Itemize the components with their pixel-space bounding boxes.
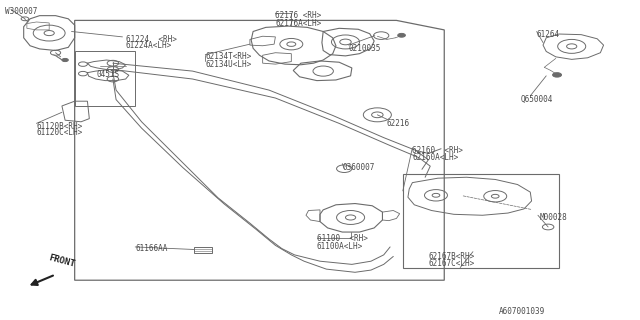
Text: 62160  <RH>: 62160 <RH> [412, 146, 463, 155]
Text: 61166AA: 61166AA [135, 244, 168, 253]
Text: 61224  <RH>: 61224 <RH> [125, 35, 177, 44]
Text: 61120B<RH>: 61120B<RH> [36, 122, 83, 131]
Bar [75, 51, 135, 106]
Text: 62160A<LH>: 62160A<LH> [412, 153, 459, 162]
Circle shape [62, 59, 68, 61]
Text: W300007: W300007 [4, 7, 37, 16]
Bar [194, 247, 212, 253]
Text: 62167C<LH>: 62167C<LH> [428, 259, 475, 268]
Text: 0360007: 0360007 [342, 163, 374, 172]
Text: 0451S: 0451S [97, 69, 120, 78]
Bar [403, 174, 559, 268]
Text: A607001039: A607001039 [499, 307, 545, 316]
Text: 62216: 62216 [387, 119, 410, 128]
Circle shape [552, 73, 561, 77]
Text: 62176 <RH>: 62176 <RH> [275, 11, 322, 20]
Text: 0210035: 0210035 [349, 44, 381, 53]
Text: FRONT: FRONT [47, 253, 76, 269]
Text: Q650004: Q650004 [521, 95, 553, 104]
Text: 62134U<LH>: 62134U<LH> [205, 60, 252, 69]
Text: M00028: M00028 [540, 213, 568, 222]
Text: 61224A<LH>: 61224A<LH> [125, 41, 172, 50]
Circle shape [397, 33, 405, 37]
Text: 61120C<LH>: 61120C<LH> [36, 128, 83, 137]
Text: 62167B<RH>: 62167B<RH> [428, 252, 475, 261]
Text: 62134T<RH>: 62134T<RH> [205, 52, 252, 61]
Text: 62176A<LH>: 62176A<LH> [275, 19, 322, 28]
Text: 61100A<LH>: 61100A<LH> [317, 242, 363, 251]
Text: 61100  <RH>: 61100 <RH> [317, 234, 368, 243]
Text: 61264: 61264 [537, 30, 560, 39]
